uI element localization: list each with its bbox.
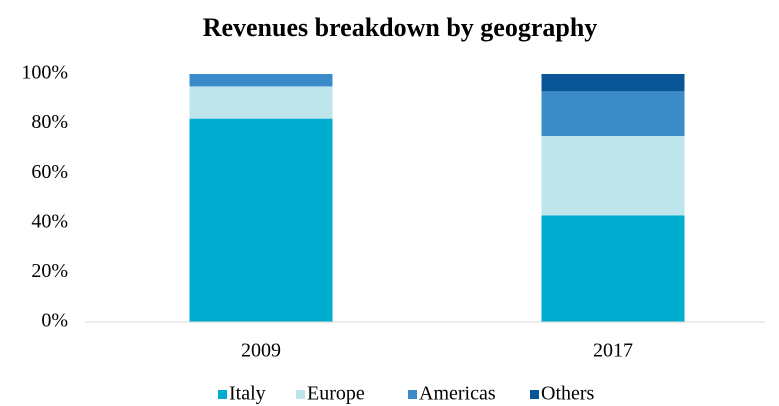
y-tick-label: 0% — [41, 310, 68, 332]
legend-label: Others — [541, 383, 595, 405]
x-tick-label: 2009 — [241, 340, 281, 362]
x-tick-label: 2017 — [593, 340, 633, 362]
legend-swatch — [530, 390, 539, 399]
bar-segment — [541, 136, 685, 216]
y-tick-label: 20% — [31, 260, 68, 282]
legend-swatch — [408, 390, 417, 399]
y-tick-label: 80% — [31, 111, 68, 133]
bar-segment — [189, 118, 333, 322]
y-tick-label: 60% — [31, 161, 68, 183]
bar-segment — [541, 74, 685, 92]
legend-label: Europe — [307, 383, 365, 405]
y-tick-label: 40% — [31, 210, 68, 232]
legend-swatch — [296, 390, 305, 399]
bar-segment — [541, 215, 685, 322]
legend-label: Italy — [229, 383, 266, 405]
legend-label: Americas — [419, 383, 496, 405]
legend-swatch — [218, 390, 227, 399]
bar-segment — [541, 91, 685, 136]
chart-title: Revenues breakdown by geography — [203, 13, 598, 42]
bar-segment — [189, 86, 333, 119]
bar-segment — [189, 74, 333, 87]
y-tick-label: 100% — [21, 62, 68, 84]
